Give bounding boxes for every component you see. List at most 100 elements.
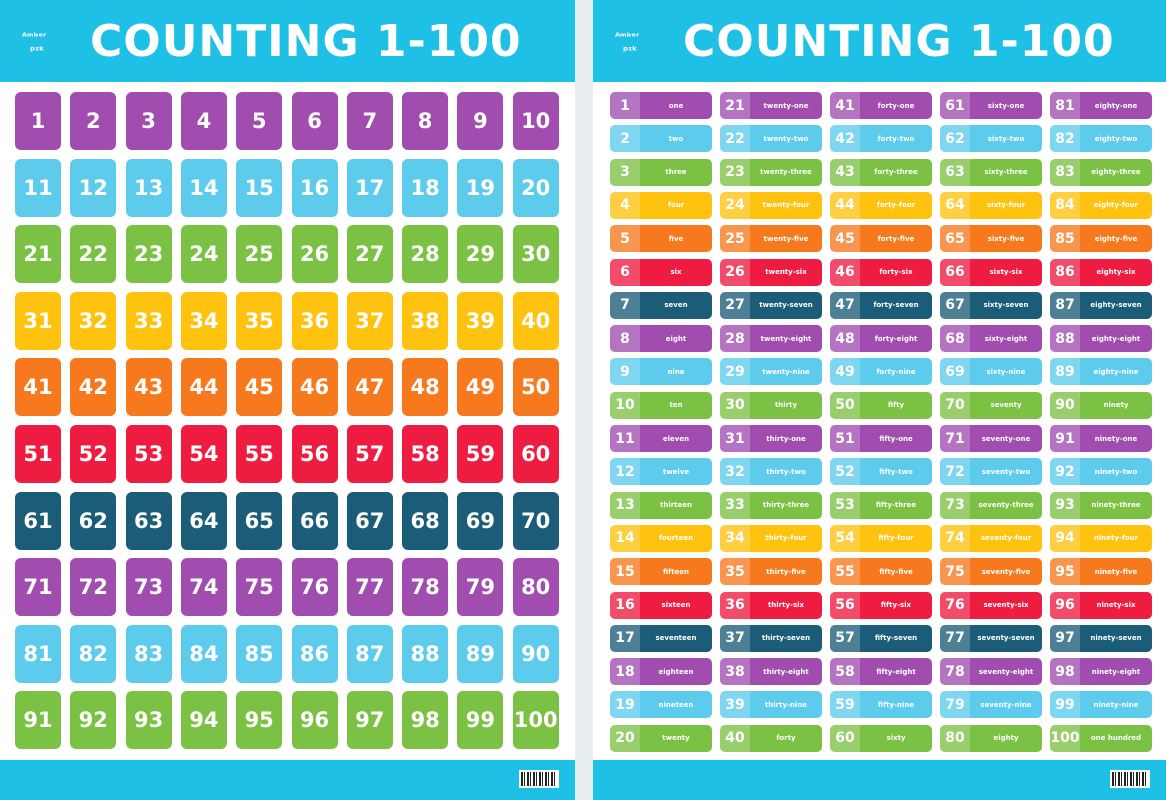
- number-tile: 41: [15, 358, 61, 417]
- number-word-tile: 66 sixty-six: [940, 258, 1042, 286]
- svg-text:ᵖᶦᵏ: ᵖᶦᵏ: [30, 44, 44, 57]
- number-label: 45: [830, 225, 860, 253]
- barcode-icon: [1110, 770, 1150, 788]
- number-tile: 55: [236, 425, 283, 483]
- number-tile: 27: [346, 225, 393, 284]
- word-label: thirty-seven: [761, 634, 811, 643]
- word-label: ninety: [1103, 401, 1129, 410]
- number-tile: 28: [402, 225, 449, 284]
- number-tile: 20: [512, 158, 559, 217]
- number-tile: 69: [457, 491, 504, 550]
- number-tile: 66: [291, 491, 338, 550]
- number-word-tile: 88 eighty-eight: [1050, 325, 1152, 353]
- number-word-tile: 65 sixty-five: [940, 225, 1042, 253]
- number-word-tile: 70 seventy: [940, 391, 1042, 419]
- number-word-tile: 84 eighty-four: [1050, 191, 1152, 219]
- number-word-tile: 69 sixty-nine: [940, 358, 1042, 386]
- word-label: thirty-three: [762, 501, 810, 510]
- number-word-tile: 83 eighty-three: [1050, 158, 1152, 186]
- number-label: 71: [940, 425, 970, 452]
- number-label: 24: [720, 191, 750, 219]
- number-label: 92: [1050, 458, 1080, 486]
- number-word-tile: 44 forty-four: [830, 191, 932, 219]
- number-label: 94: [1050, 524, 1080, 552]
- word-label: eighty-nine: [1093, 367, 1139, 376]
- number-tile: 77: [346, 558, 393, 617]
- number-tile: 88: [402, 624, 449, 683]
- number-label: 86: [1050, 258, 1080, 286]
- number-word-tile: 76 seventy-six: [940, 591, 1042, 619]
- word-label: twenty-one: [763, 101, 809, 110]
- svg-text:ᴬᵐᵇᵉʳ: ᴬᵐᵇᵉʳ: [22, 32, 47, 43]
- number-word-tile: 18 eighteen: [610, 658, 712, 686]
- number-word-tile: 82 eighty-two: [1050, 125, 1152, 153]
- word-label: sixty-seven: [983, 301, 1029, 310]
- number-tile: 24: [180, 225, 227, 284]
- number-tile: 30: [512, 225, 559, 284]
- number-tile: 78: [402, 558, 449, 617]
- number-tile: 59: [457, 425, 504, 483]
- number-word-tile: 37 thirty-seven: [720, 624, 822, 652]
- number-tile: 96: [291, 691, 338, 750]
- number-tile: 18: [402, 158, 449, 217]
- number-tile: 33: [125, 291, 172, 350]
- number-label: 41: [830, 92, 860, 119]
- word-label: twelve: [662, 467, 690, 476]
- number-word-tile: 13 thirteen: [610, 491, 712, 519]
- number-tile: 64: [180, 491, 227, 550]
- word-label: eighty-seven: [1090, 301, 1142, 310]
- number-label: 9: [610, 358, 640, 386]
- number-tile: 44: [180, 358, 227, 417]
- number-label: 91: [1050, 425, 1080, 452]
- word-label: sixty-three: [984, 168, 1028, 177]
- number-label: 96: [1050, 591, 1080, 619]
- number-word-tile: 90 ninety: [1050, 391, 1152, 419]
- word-label: seventy-five: [981, 567, 1031, 576]
- number-word-tile: 91 ninety-one: [1050, 425, 1152, 452]
- number-tile: 68: [402, 491, 449, 550]
- number-word-tile: 5 five: [610, 225, 712, 253]
- word-label: thirteen: [659, 501, 692, 510]
- number-word-tile: 42 forty-two: [830, 125, 932, 153]
- number-word-tile: 64 sixty-four: [940, 191, 1042, 219]
- number-tile: 7: [346, 92, 393, 150]
- word-label: forty-four: [876, 201, 916, 210]
- number-word-tile: 23 twenty-three: [720, 158, 822, 186]
- word-label: sixty-five: [987, 234, 1025, 243]
- number-tile: 83: [125, 624, 172, 683]
- barcode-icon: [519, 770, 559, 788]
- number-tile: 60: [512, 425, 559, 483]
- number-word-tile: 40 forty: [720, 724, 822, 752]
- word-label: twenty-three: [760, 168, 812, 177]
- word-label: seven: [664, 301, 688, 310]
- poster-footer: [0, 760, 575, 800]
- number-label: 67: [940, 291, 970, 319]
- number-label: 6: [610, 258, 640, 286]
- word-label: fifteen: [662, 567, 690, 576]
- number-label: 72: [940, 458, 970, 486]
- word-label: twenty-nine: [762, 367, 810, 376]
- word-label: seventy-nine: [980, 700, 1032, 709]
- number-label: 95: [1050, 558, 1080, 586]
- number-label: 7: [610, 291, 640, 319]
- number-label: 69: [940, 358, 970, 386]
- word-label: nine: [667, 367, 685, 376]
- word-label: six: [670, 268, 682, 276]
- word-label: forty-eight: [874, 334, 918, 343]
- word-label: seventy: [990, 401, 1022, 410]
- number-label: 49: [830, 358, 860, 386]
- number-label: 100: [1050, 724, 1080, 752]
- number-tile: 61: [15, 491, 61, 550]
- number-tile: 10: [512, 92, 559, 150]
- word-label: five: [668, 234, 684, 243]
- word-label: twenty-two: [763, 134, 809, 143]
- number-label: 36: [720, 591, 750, 619]
- number-word-tile: 26 twenty-six: [720, 258, 822, 286]
- number-word-tile: 33 thirty-three: [720, 491, 822, 519]
- word-label: fifty-eight: [876, 667, 916, 676]
- number-label: 76: [940, 591, 970, 619]
- word-label: seventeen: [655, 634, 697, 643]
- word-label: ninety-eight: [1091, 667, 1141, 676]
- number-label: 66: [940, 258, 970, 286]
- number-word-tile: 41 forty-one: [830, 92, 932, 119]
